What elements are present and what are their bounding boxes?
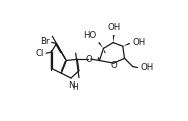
Text: O: O <box>111 61 118 70</box>
Polygon shape <box>97 58 99 60</box>
Text: OH: OH <box>108 23 121 32</box>
Polygon shape <box>123 43 130 46</box>
Text: OH: OH <box>140 63 154 72</box>
Text: HO: HO <box>83 31 96 40</box>
Text: N: N <box>68 81 74 90</box>
Polygon shape <box>124 58 126 60</box>
Text: Cl: Cl <box>36 49 44 58</box>
Text: OH: OH <box>133 38 146 47</box>
Polygon shape <box>113 35 114 43</box>
Polygon shape <box>98 42 103 48</box>
Text: H: H <box>72 83 78 92</box>
Text: O: O <box>86 55 92 64</box>
Text: Br: Br <box>40 38 49 46</box>
